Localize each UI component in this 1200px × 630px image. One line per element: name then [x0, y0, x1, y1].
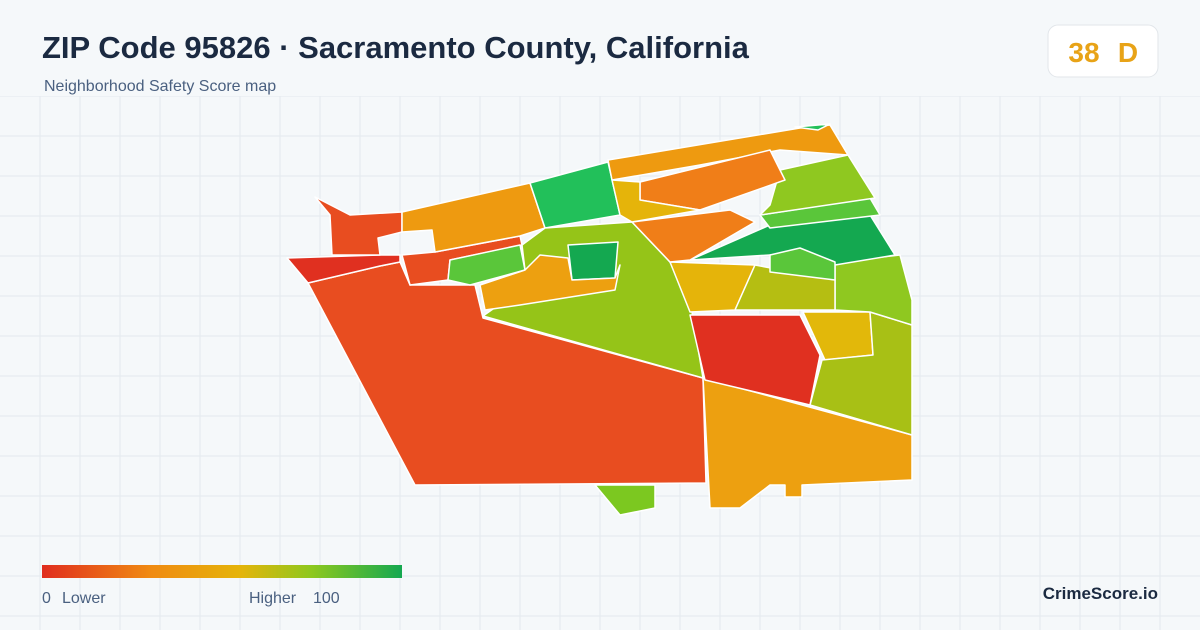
map-region — [769, 247, 836, 281]
legend-max: 100 — [313, 590, 340, 607]
score-grade: D — [1118, 37, 1138, 68]
legend-min: 0 — [42, 590, 51, 607]
score-value: 38 — [1068, 37, 1099, 68]
map-region — [631, 209, 756, 263]
map-region — [314, 196, 403, 256]
score-badge: 38 D — [1047, 24, 1159, 78]
map-region — [567, 241, 619, 281]
map — [286, 123, 913, 516]
legend-max-label: Higher — [249, 590, 297, 607]
header-bg — [0, 0, 1200, 96]
map-region — [594, 484, 656, 516]
map-region — [479, 254, 621, 311]
map-region — [794, 123, 831, 131]
subtitle: Neighborhood Safety Score map — [44, 78, 276, 95]
map-region — [689, 314, 821, 406]
legend-gradient — [42, 565, 402, 578]
legend-min-label: Lower — [62, 590, 106, 607]
title: ZIP Code 95826 · Sacramento County, Cali… — [42, 30, 750, 65]
map-region — [702, 377, 913, 509]
map-region — [447, 244, 526, 286]
legend: 0 Lower Higher 100 — [42, 565, 402, 607]
map-region — [611, 179, 701, 223]
map-region — [759, 154, 876, 216]
brand: CrimeScore.io — [1043, 584, 1158, 603]
badge-box — [1047, 24, 1159, 78]
